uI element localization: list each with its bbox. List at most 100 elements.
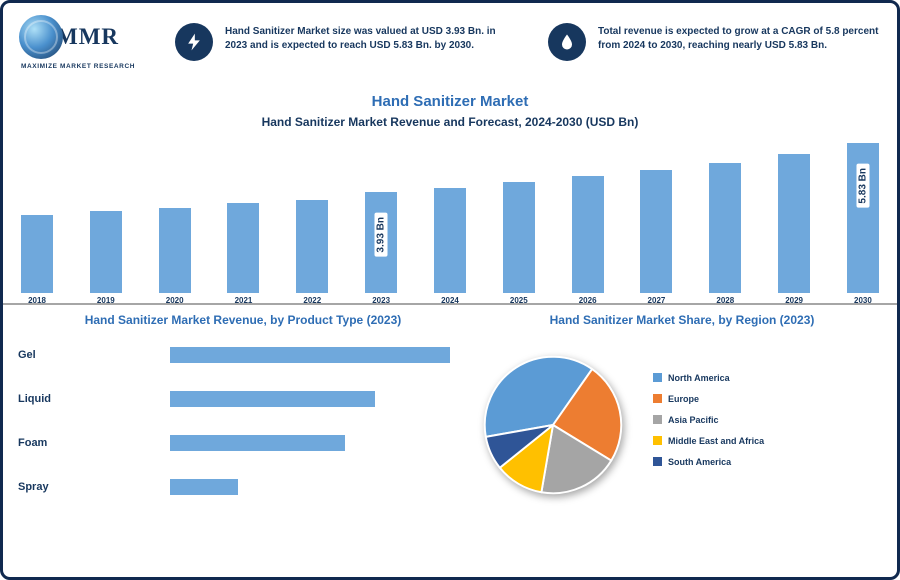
bar-stack: 3.93 Bn <box>365 141 398 293</box>
bar-stack <box>640 141 673 293</box>
bar-stack <box>433 141 466 293</box>
hbar-row-liquid: Liquid <box>18 391 468 407</box>
bar-stack <box>778 141 811 293</box>
bar-value-label: 3.93 Bn <box>374 213 388 257</box>
bar-value-label: 5.83 Bn <box>856 164 870 208</box>
bar-year-label: 2030 <box>854 296 872 305</box>
bar-year-label: 2019 <box>96 296 115 305</box>
bar-2021 <box>227 203 260 293</box>
hbar-gel <box>170 347 450 363</box>
bar-2026 <box>571 176 604 293</box>
bar-column-2023: 3.93 Bn 2023 <box>365 141 398 305</box>
legend-swatch <box>653 415 662 424</box>
bar-year-label: 2023 <box>372 296 391 305</box>
cagr-badge: Total revenue is expected to grow at a C… <box>548 23 883 61</box>
legend-label: South America <box>668 456 732 467</box>
hbar-label: Gel <box>18 349 36 361</box>
product-chart-title: Hand Sanitizer Market Revenue, by Produc… <box>84 313 402 327</box>
legend-swatch <box>653 436 662 445</box>
bar-column-2022: 2022 <box>296 141 329 305</box>
legend-item-south-america: South America <box>653 457 764 467</box>
bar-stack <box>571 141 604 293</box>
bar-2028 <box>709 163 742 293</box>
legend-label: Asia Pacific <box>668 414 719 425</box>
bar-year-label: 2018 <box>28 296 46 305</box>
bar-2018 <box>21 215 53 293</box>
hbar-row-gel: Gel <box>18 347 468 363</box>
hbar-foam <box>170 435 345 451</box>
legend-item-middle-east-and-africa: Middle East and Africa <box>653 436 764 446</box>
pie-slice-south-america <box>484 424 554 469</box>
bar-2020 <box>158 208 191 293</box>
bar-column-2018: 2018 <box>21 141 53 305</box>
bar-column-2028: 2028 <box>709 141 742 305</box>
legend-item-north-america: North America <box>653 373 764 383</box>
legend-label: Middle East and Africa <box>668 435 765 446</box>
bar-year-label: 2025 <box>509 296 528 305</box>
bar-year-label: 2027 <box>647 296 666 305</box>
bar-stack <box>21 141 53 293</box>
bar-stack <box>709 141 742 293</box>
bar-year-label: 2026 <box>578 296 597 305</box>
hbar-row-foam: Foam <box>18 435 468 451</box>
legend-label: Europe <box>668 393 700 404</box>
bar-2019 <box>89 211 122 293</box>
hbar-label: Liquid <box>18 393 51 405</box>
bar-column-2026: 2026 <box>571 141 604 305</box>
legend-item-europe: Europe <box>653 394 764 404</box>
legend-label: North America <box>668 372 730 383</box>
bar-stack: 5.83 Bn <box>846 141 879 293</box>
bar-stack <box>227 141 260 293</box>
hbar-row-spray: Spray <box>18 479 468 495</box>
bar-column-2019: 2019 <box>89 141 122 305</box>
bar-2024 <box>433 188 466 293</box>
revenue-bar-chart: 2018 2019 2020 2021 2022 3.93 Bn 2023 2024 2025 2… <box>21 141 879 305</box>
droplet-icon <box>548 23 586 61</box>
mmr-logo: MMR <box>19 15 119 59</box>
bar-year-label: 2024 <box>441 296 459 305</box>
bar-column-2020: 2020 <box>158 141 191 305</box>
market-size-badge: Hand Sanitizer Market size was valued at… <box>175 23 505 61</box>
bar-stack <box>89 141 122 293</box>
product-hbar-chart: Gel Liquid Foam Spray <box>18 347 468 495</box>
bar-year-label: 2029 <box>785 296 803 305</box>
bar-column-2030: 5.83 Bn 2030 <box>846 141 879 305</box>
hbar-liquid <box>170 391 375 407</box>
pie-chart-area: North America Europe Asia Pacific Middle Ea… <box>473 347 891 503</box>
pie-slice-north-america <box>483 355 594 438</box>
legend-swatch <box>653 394 662 403</box>
legend-swatch <box>653 457 662 466</box>
bar-year-label: 2028 <box>716 296 735 305</box>
region-pie-chart <box>483 355 623 495</box>
bar-column-2024: 2024 <box>433 141 466 305</box>
lightning-icon <box>175 23 213 61</box>
bar-2027 <box>640 170 673 293</box>
logo-tagline: MAXIMIZE MARKET RESEARCH <box>21 63 136 70</box>
bar-column-2027: 2027 <box>640 141 673 305</box>
logo-text: MMR <box>56 24 120 49</box>
bar-year-label: 2022 <box>303 296 322 305</box>
globe-icon <box>19 15 63 59</box>
bar-stack <box>296 141 329 293</box>
market-size-text: Hand Sanitizer Market size was valued at… <box>225 26 496 51</box>
hbar-spray <box>170 479 238 495</box>
region-chart-title: Hand Sanitizer Market Share, by Region (… <box>549 313 815 327</box>
bar-year-label: 2021 <box>234 296 253 305</box>
bar-2022 <box>296 200 329 293</box>
product-revenue-section: Hand Sanitizer Market Revenue, by Produc… <box>18 313 468 523</box>
bar-2025 <box>502 182 535 293</box>
page-title: Hand Sanitizer Market <box>371 93 529 110</box>
hbar-label: Spray <box>18 481 49 493</box>
section-divider <box>3 303 897 305</box>
hbar-label: Foam <box>18 437 48 449</box>
bar-stack <box>158 141 191 293</box>
bar-stack <box>502 141 535 293</box>
pie-legend: North America Europe Asia Pacific Middle Ea… <box>653 373 764 478</box>
bar-column-2021: 2021 <box>227 141 260 305</box>
legend-item-asia-pacific: Asia Pacific <box>653 415 764 425</box>
legend-swatch <box>653 373 662 382</box>
bar-column-2029: 2029 <box>778 141 811 305</box>
region-share-section: Hand Sanitizer Market Share, by Region (… <box>473 313 891 503</box>
pie-slice-europe <box>552 368 623 462</box>
